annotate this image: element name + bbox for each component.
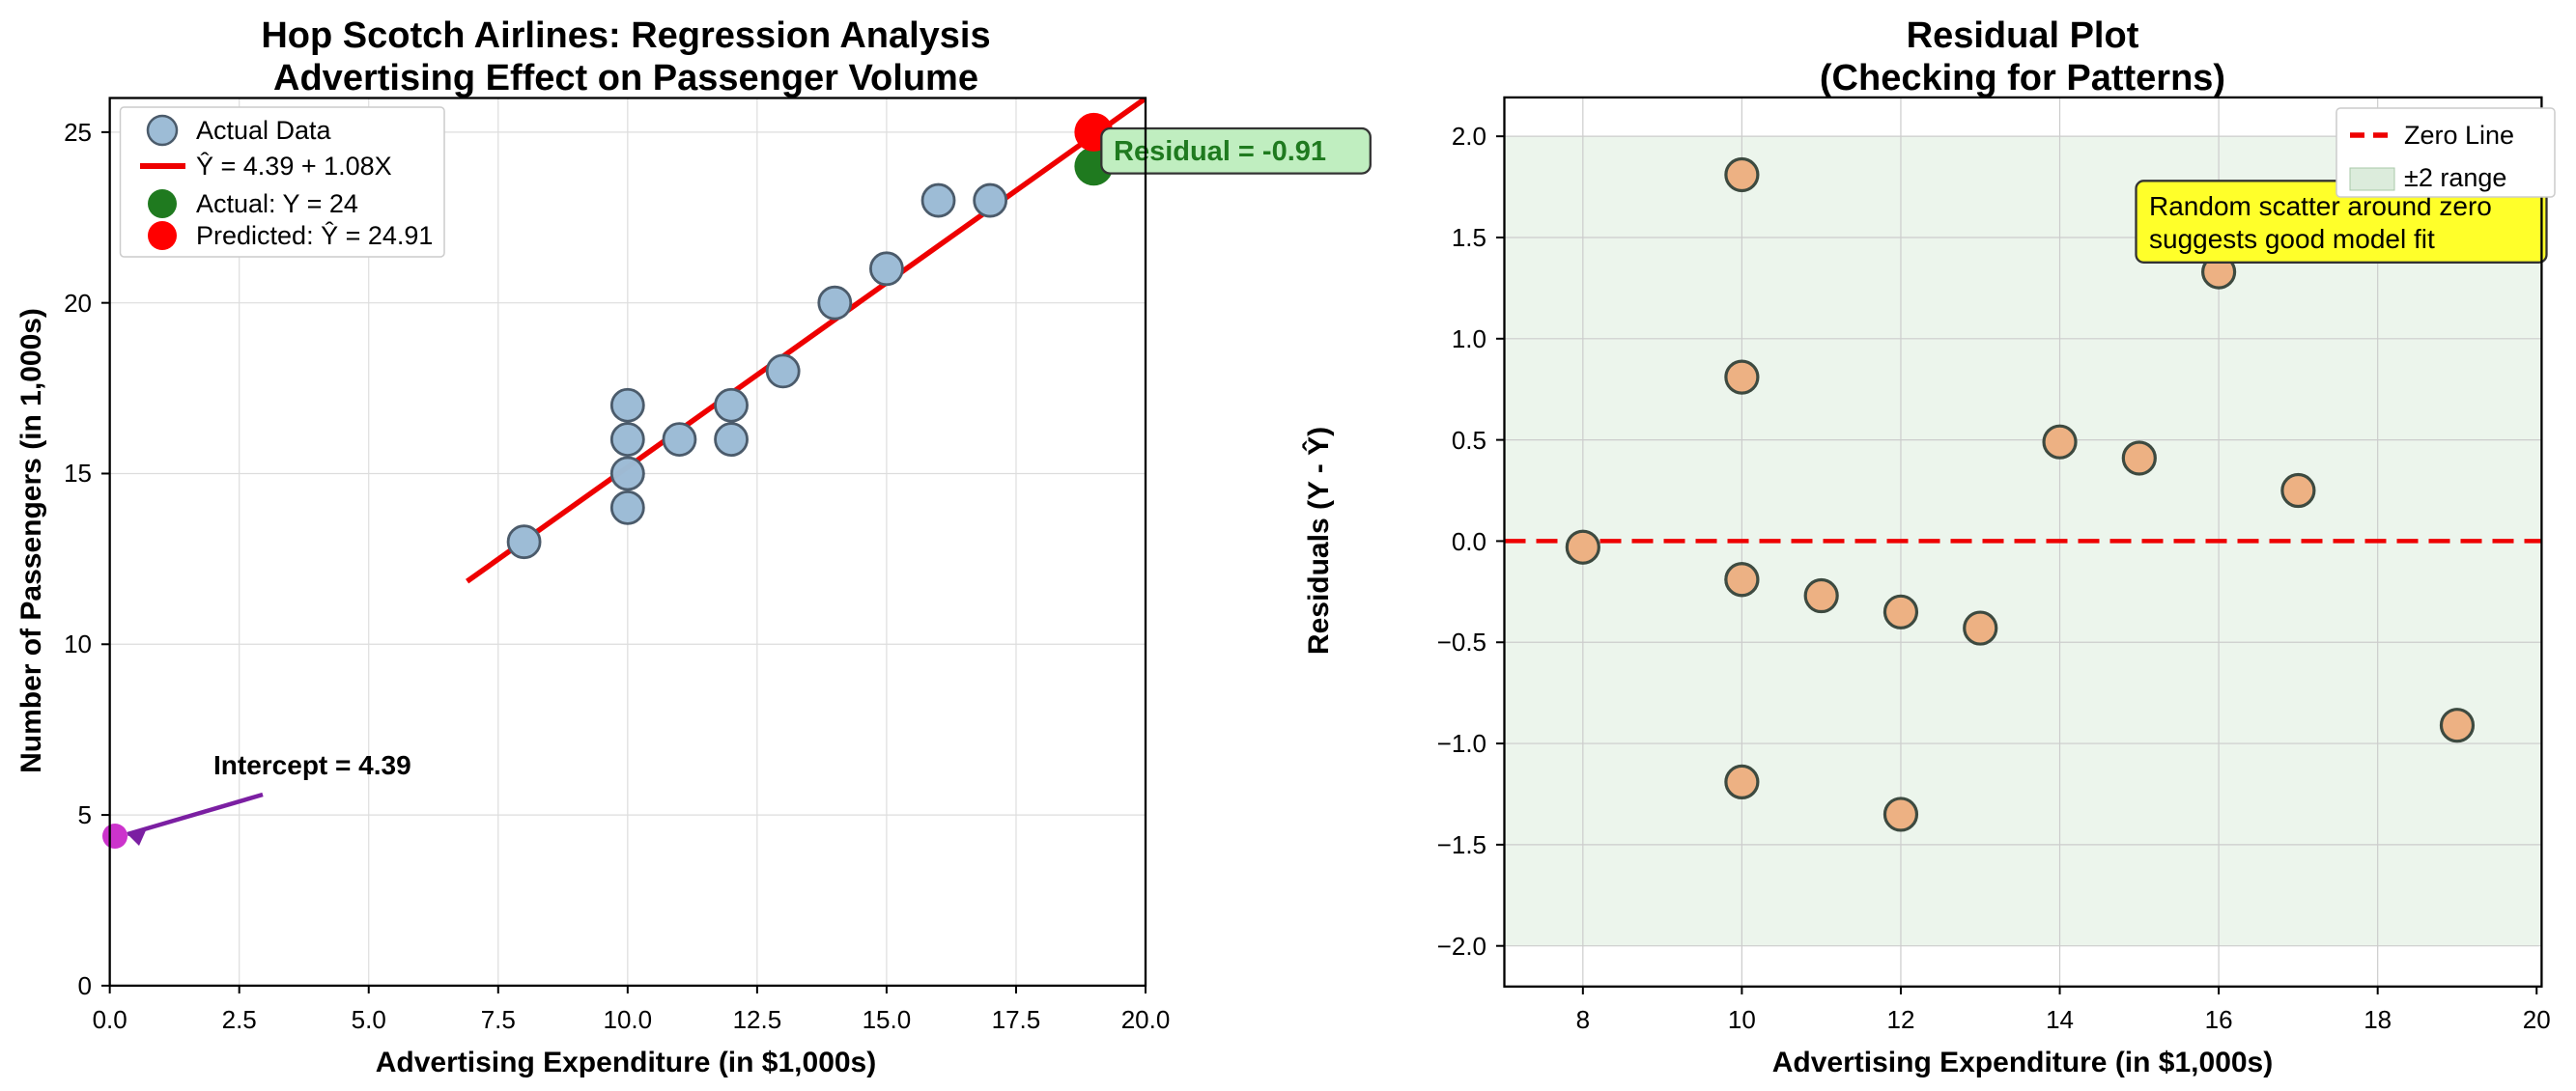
svg-text:18: 18 xyxy=(2364,1005,2392,1034)
svg-text:20: 20 xyxy=(2523,1005,2551,1034)
svg-text:Actual Data: Actual Data xyxy=(196,116,332,145)
svg-text:Advertising Expenditure (in $1: Advertising Expenditure (in $1,000s) xyxy=(376,1047,876,1078)
svg-text:−1.0: −1.0 xyxy=(1437,729,1486,758)
svg-text:±2 range: ±2 range xyxy=(2404,163,2506,192)
svg-text:−2.0: −2.0 xyxy=(1437,932,1486,961)
svg-text:2.0: 2.0 xyxy=(1452,122,1486,151)
svg-text:25: 25 xyxy=(64,118,92,147)
svg-text:15: 15 xyxy=(64,459,92,488)
svg-text:0: 0 xyxy=(78,971,92,1000)
svg-text:Hop Scotch Airlines: Regressio: Hop Scotch Airlines: Regression Analysis xyxy=(261,15,990,56)
svg-text:5: 5 xyxy=(78,800,92,829)
svg-text:1.5: 1.5 xyxy=(1452,223,1486,252)
svg-text:Actual: Y = 24: Actual: Y = 24 xyxy=(196,189,358,218)
svg-text:Predicted: Ŷ = 24.91: Predicted: Ŷ = 24.91 xyxy=(196,220,433,250)
svg-text:Residuals (Y - Ŷ): Residuals (Y - Ŷ) xyxy=(1302,427,1335,655)
svg-text:Advertising Expenditure (in $1: Advertising Expenditure (in $1,000s) xyxy=(1772,1047,2273,1078)
svg-text:0.5: 0.5 xyxy=(1452,426,1486,455)
svg-text:2.5: 2.5 xyxy=(222,1005,257,1034)
svg-text:1.0: 1.0 xyxy=(1452,324,1486,353)
svg-text:Advertising Effect on Passenge: Advertising Effect on Passenger Volume xyxy=(273,58,978,98)
svg-text:0.0: 0.0 xyxy=(1452,527,1486,556)
svg-text:12: 12 xyxy=(1886,1005,1914,1034)
svg-text:5.0: 5.0 xyxy=(352,1005,386,1034)
svg-text:20.0: 20.0 xyxy=(1121,1005,1171,1034)
svg-text:14: 14 xyxy=(2046,1005,2074,1034)
svg-text:Number of Passengers (in 1,000: Number of Passengers (in 1,000s) xyxy=(15,308,47,773)
svg-text:8: 8 xyxy=(1576,1005,1590,1034)
svg-text:16: 16 xyxy=(2205,1005,2233,1034)
svg-text:suggests good model fit: suggests good model fit xyxy=(2149,224,2435,254)
svg-text:15.0: 15.0 xyxy=(863,1005,912,1034)
svg-text:10: 10 xyxy=(1728,1005,1756,1034)
svg-text:Zero Line: Zero Line xyxy=(2404,121,2514,150)
svg-text:Ŷ = 4.39 + 1.08X: Ŷ = 4.39 + 1.08X xyxy=(196,151,392,181)
svg-text:12.5: 12.5 xyxy=(733,1005,782,1034)
svg-text:20: 20 xyxy=(64,289,92,318)
svg-text:10.0: 10.0 xyxy=(604,1005,653,1034)
svg-text:Intercept = 4.39: Intercept = 4.39 xyxy=(213,750,411,780)
svg-text:Residual Plot: Residual Plot xyxy=(1907,15,2139,56)
svg-text:17.5: 17.5 xyxy=(992,1005,1041,1034)
svg-text:−1.5: −1.5 xyxy=(1437,830,1486,859)
svg-text:7.5: 7.5 xyxy=(481,1005,516,1034)
svg-text:−0.5: −0.5 xyxy=(1437,628,1486,657)
svg-text:0.0: 0.0 xyxy=(93,1005,127,1034)
svg-text:10: 10 xyxy=(64,629,92,658)
svg-text:(Checking for Patterns): (Checking for Patterns) xyxy=(1820,58,2225,98)
